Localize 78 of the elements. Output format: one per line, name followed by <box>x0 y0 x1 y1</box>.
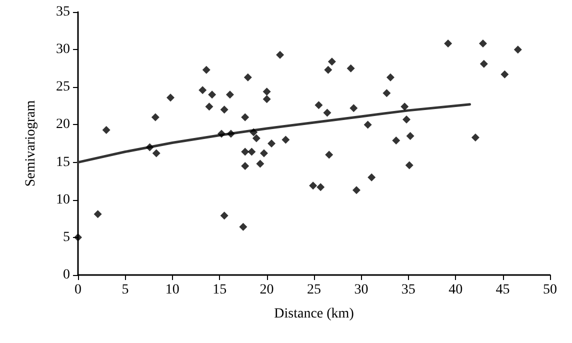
point <box>260 149 268 158</box>
point <box>309 182 318 190</box>
point <box>220 212 228 220</box>
y-tick-label: 20 <box>56 117 70 132</box>
point <box>325 150 334 159</box>
point <box>262 88 271 96</box>
point <box>514 46 522 54</box>
point <box>368 173 376 182</box>
y-tick-label: 0 <box>63 268 70 282</box>
point <box>239 222 248 231</box>
point <box>364 120 372 129</box>
point <box>226 130 235 138</box>
point <box>346 64 355 72</box>
point <box>316 183 325 192</box>
point <box>202 66 210 74</box>
point <box>478 40 487 48</box>
point <box>205 102 214 111</box>
point <box>166 94 175 102</box>
point <box>282 136 290 144</box>
x-tick-label: 15 <box>212 282 227 298</box>
point <box>248 148 256 156</box>
point <box>198 86 207 94</box>
point <box>276 50 284 59</box>
point <box>400 102 409 111</box>
point <box>480 60 488 68</box>
point <box>241 162 250 170</box>
point <box>324 66 332 74</box>
point <box>151 113 160 122</box>
y-tick-label: 35 <box>56 4 70 20</box>
point <box>402 115 411 124</box>
x-tick-label: 5 <box>122 282 129 298</box>
point <box>392 136 400 144</box>
x-tick-label: 30 <box>354 282 368 298</box>
x-tick-label: 20 <box>260 282 274 298</box>
point <box>74 233 82 242</box>
point <box>152 149 160 158</box>
point <box>241 113 250 122</box>
x-tick-label: 0 <box>74 282 82 298</box>
point <box>250 128 258 136</box>
point <box>323 108 332 117</box>
point <box>500 70 509 78</box>
line-series <box>76 103 472 164</box>
y-tick-label: 10 <box>56 192 70 208</box>
point <box>382 89 391 98</box>
point <box>328 58 336 66</box>
point <box>350 104 358 112</box>
point <box>405 161 414 170</box>
point <box>314 101 323 110</box>
x-axis-title: Distance (km) <box>274 306 354 322</box>
x-tick-label: 45 <box>496 282 510 298</box>
y-tick-label: 5 <box>63 230 70 245</box>
x-tick-label: 35 <box>401 282 416 298</box>
point <box>102 126 110 134</box>
point <box>444 40 452 48</box>
point <box>406 132 414 140</box>
x-tick-label: 25 <box>307 282 321 298</box>
point <box>244 73 252 82</box>
point <box>94 210 102 218</box>
point <box>386 73 394 82</box>
point <box>471 133 480 142</box>
x-tick-label: 50 <box>543 282 557 298</box>
point <box>252 134 260 142</box>
point <box>146 143 154 152</box>
point <box>256 160 264 168</box>
point <box>220 106 228 114</box>
point <box>226 90 234 99</box>
y-tick-label: 25 <box>56 80 70 95</box>
x-tick-label: 10 <box>165 282 180 298</box>
point <box>268 140 276 148</box>
point <box>262 95 271 104</box>
point <box>352 186 360 194</box>
y-axis-title: Semivariogram <box>24 100 38 187</box>
point <box>217 130 226 138</box>
x-tick-label: 40 <box>448 282 463 298</box>
y-tick-label: 30 <box>56 42 70 58</box>
y-tick-label: 15 <box>56 154 70 170</box>
point <box>208 90 216 99</box>
point <box>241 148 250 156</box>
